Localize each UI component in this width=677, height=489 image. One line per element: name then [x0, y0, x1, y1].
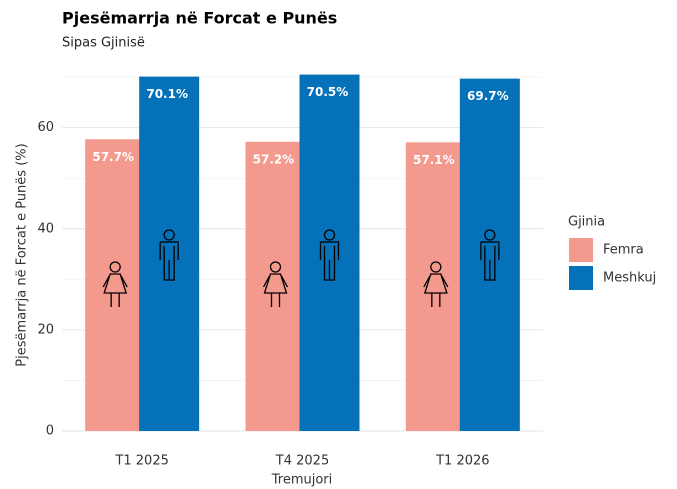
chart-subtitle: Sipas Gjinisë [62, 36, 145, 51]
bar [459, 78, 520, 431]
female-icon [262, 261, 289, 307]
legend-title: Gjinia [568, 215, 605, 230]
legend-label: Meshkuj [603, 271, 656, 286]
legend-label: Femra [603, 243, 644, 258]
y-tick-label: 60 [37, 120, 54, 135]
icon-body [319, 241, 340, 281]
icon-head [484, 229, 496, 241]
icon-body [480, 241, 500, 281]
y-tick-label: 40 [37, 221, 54, 236]
y-tick-label: 20 [37, 322, 54, 337]
bar [299, 74, 360, 431]
bar [405, 142, 466, 432]
legend-swatch [569, 238, 593, 262]
value-label: 69.7% [467, 89, 509, 103]
y-axis-label: Pjesëmarrja në Forcat e Punës (%) [15, 143, 30, 366]
icon-head [163, 229, 175, 241]
y-tick-label: 0 [46, 424, 54, 439]
value-label: 70.1% [146, 87, 188, 101]
x-tick-label: T1 2026 [435, 454, 489, 469]
bar [139, 76, 200, 431]
icon-body [423, 273, 449, 307]
value-label: 57.7% [92, 150, 134, 164]
male-icon [319, 229, 340, 281]
x-axis-label: Tremujori [271, 473, 333, 488]
value-label: 57.2% [253, 152, 295, 166]
female-icon [102, 261, 128, 307]
icon-head [109, 261, 121, 273]
icon-body [262, 273, 289, 307]
x-tick-label: T1 2025 [114, 454, 168, 469]
value-label: 70.5% [307, 85, 349, 99]
icon-body [159, 241, 179, 281]
legend-swatch [569, 266, 593, 290]
icon-head [430, 261, 442, 273]
bar [245, 141, 306, 432]
icon-head [269, 261, 282, 273]
value-label: 57.1% [413, 153, 455, 167]
icon-body [102, 273, 128, 307]
icon-head [323, 229, 336, 241]
male-icon [159, 229, 179, 281]
male-icon [480, 229, 500, 281]
female-icon [423, 261, 449, 307]
x-tick-label: T4 2025 [275, 454, 329, 469]
bar [85, 139, 146, 432]
chart-title: Pjesëmarrja në Forcat e Punës [62, 9, 337, 28]
